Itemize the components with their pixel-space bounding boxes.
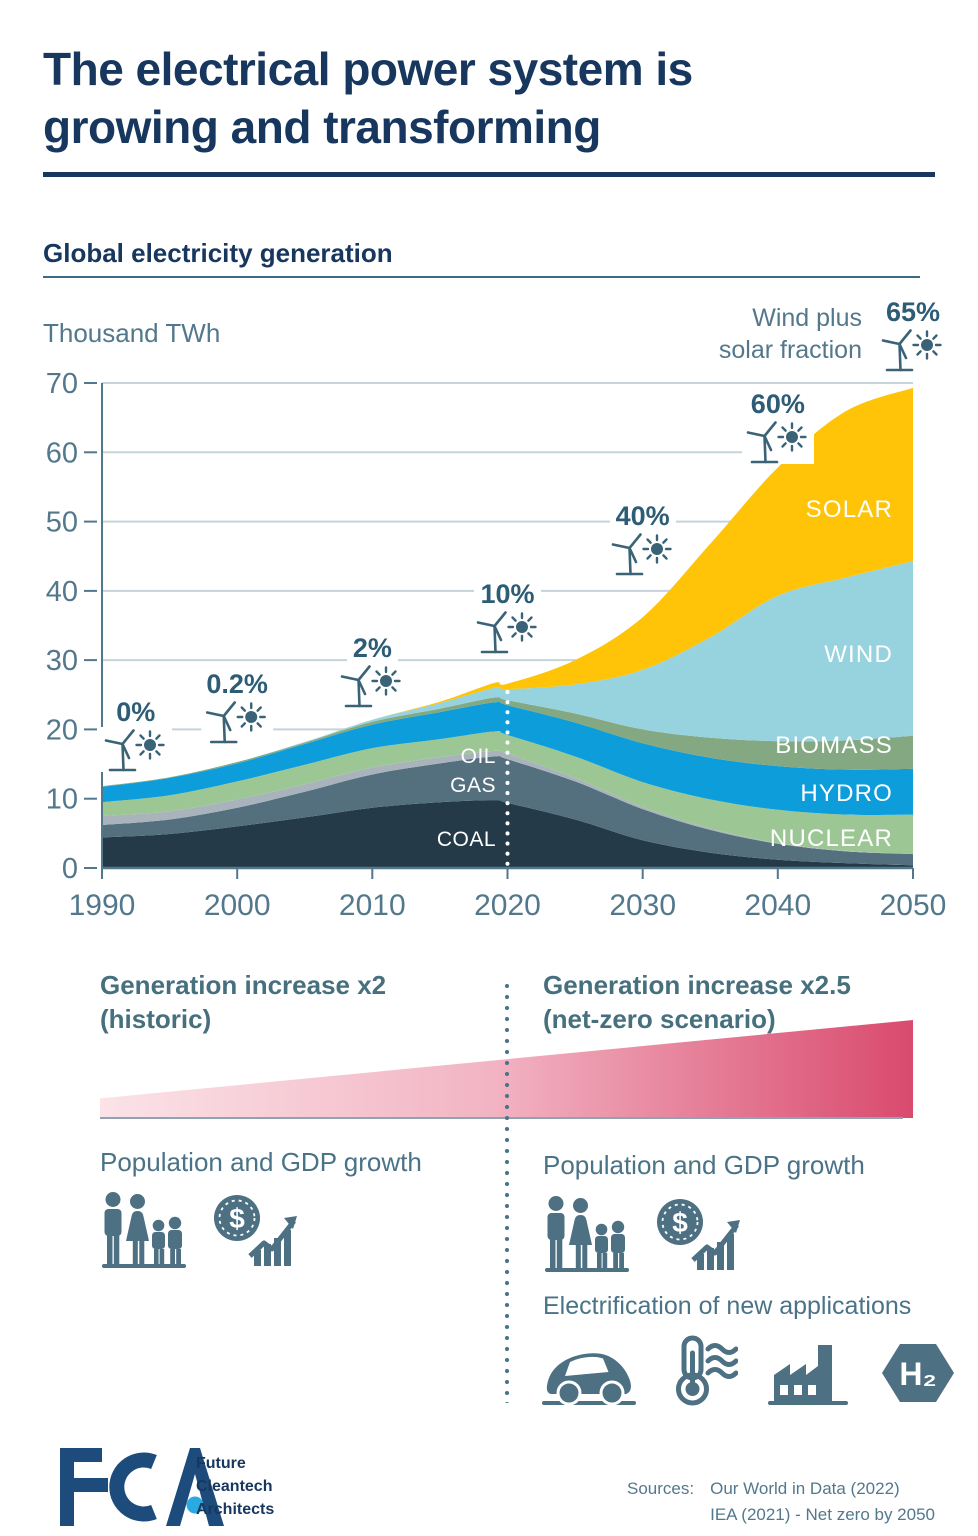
wind-turbine-sun-icon — [341, 665, 402, 708]
electrification-label: Electrification of new applications — [543, 1292, 912, 1320]
sources-label: Sources: — [627, 1479, 695, 1498]
fca-logo-dot — [186, 1496, 204, 1514]
svg-text:H₂: H₂ — [899, 1356, 936, 1392]
x-tick-label: 2040 — [744, 889, 811, 922]
fca-logo — [60, 1448, 224, 1526]
area-solar — [102, 387, 913, 787]
area-nuclear — [102, 731, 913, 855]
y-axis-unit-label: Thousand TWh — [43, 318, 221, 348]
netzero-growth-title: Generation increase x2.5 (net-zero scena… — [543, 970, 851, 1034]
fuel-label-gas: GAS — [450, 774, 496, 797]
factory-icon — [764, 1335, 852, 1414]
wind-solar-annotation-0.2%: 0.2% — [200, 668, 274, 744]
wind-solar-annotation-0%: 0% — [99, 697, 172, 773]
x-tick-label: 2030 — [609, 889, 676, 922]
fuel-label-coal: COAL — [436, 828, 496, 851]
title-divider — [43, 172, 935, 177]
fuel-label-oil: OIL — [460, 745, 496, 768]
band-label-nuclear: NUCLEAR — [769, 825, 893, 852]
wind-turbine-sun-icon — [476, 611, 537, 654]
band-label-wind: WIND — [824, 641, 893, 668]
wind-turbine-sun-icon — [746, 420, 807, 464]
netzero-drivers-label: Population and GDP growth — [543, 1150, 865, 1180]
chart-overlay: SOLAR WIND BIOMASS HYDRO NUCLEAR OIL GAS COAL 0%… — [99, 297, 949, 852]
x-tick-label: 2050 — [880, 889, 947, 922]
svg-text:$: $ — [672, 1207, 688, 1238]
wind-solar-annotation-40%: 40% — [606, 501, 679, 577]
page-title-line1: The electrical power system is — [43, 43, 693, 95]
y-tick-label: 40 — [46, 576, 78, 608]
electric-car-icon — [540, 1335, 640, 1414]
area-hydro — [102, 701, 913, 815]
sources-block: Sources: Our World in Data (2022) IEA (2… — [627, 1476, 935, 1528]
wind-turbine-sun-icon — [881, 329, 942, 372]
chart-section-title: Global electricity generation — [43, 238, 393, 268]
historic-drivers-icons: $ — [100, 1192, 302, 1275]
growth-wedge-baseline — [100, 1117, 903, 1119]
x-tick-label: 1990 — [69, 889, 136, 922]
electrification-icons: H₂ — [540, 1333, 958, 1414]
fca-logo-letter-a — [166, 1448, 224, 1526]
x-tick-label: 2000 — [204, 889, 271, 922]
scenario-dotted-separator — [504, 983, 510, 1403]
historic-drivers-label: Population and GDP growth — [100, 1147, 422, 1177]
wind-turbine-sun-icon — [611, 533, 672, 576]
source-line: IEA (2021) - Net zero by 2050 — [710, 1505, 935, 1524]
y-tick-label: 10 — [46, 784, 78, 816]
band-label-biomass: BIOMASS — [775, 732, 893, 759]
page-title: The electrical power system is growing a… — [43, 40, 943, 156]
wind-solar-annotation-60%: 60% — [741, 388, 814, 464]
wind-turbine-sun-icon — [205, 700, 266, 743]
y-tick-label: 60 — [46, 437, 78, 469]
y-tick-label: 50 — [46, 507, 78, 539]
page-title-line2: growing and transforming — [43, 101, 601, 153]
wind-turbine-sun-icon — [104, 729, 165, 772]
source-line: Our World in Data (2022) — [710, 1479, 900, 1498]
section-divider — [43, 276, 920, 278]
y-tick-label: 70 — [46, 368, 78, 400]
fca-logo-letter-c — [109, 1452, 157, 1522]
gdp-growth-icon: $ — [210, 1192, 302, 1275]
electric-heating-icon — [666, 1333, 739, 1414]
population-family-icon — [543, 1196, 631, 1279]
y-tick-label: 20 — [46, 714, 78, 746]
band-label-solar: SOLAR — [805, 496, 893, 523]
population-family-icon — [100, 1192, 188, 1275]
area-biomass — [102, 697, 913, 787]
historic-growth-title: Generation increase x2 (historic) — [100, 970, 387, 1034]
svg-text:$: $ — [229, 1203, 245, 1234]
fca-logo-letter-f — [60, 1448, 108, 1526]
gdp-growth-icon: $ — [653, 1196, 745, 1279]
hydrogen-icon: H₂ — [878, 1337, 958, 1414]
x-tick-label: 2020 — [474, 889, 541, 922]
wind-solar-annotation-2%: 2% — [336, 633, 409, 709]
y-tick-label: 0 — [62, 853, 78, 885]
area-gas — [102, 755, 913, 866]
wind-solar-annotation-65%: 65% — [877, 297, 949, 373]
wind-solar-fraction-note: Wind plus solar fraction — [718, 304, 862, 364]
x-tick-label: 2010 — [339, 889, 406, 922]
fca-logo-text: Future Cleantech Architects — [196, 1455, 275, 1518]
wind-solar-annotation-10%: 10% — [471, 579, 544, 655]
y-tick-label: 30 — [46, 645, 78, 677]
netzero-drivers-icons: $ — [543, 1196, 745, 1279]
band-label-hydro: HYDRO — [800, 780, 893, 807]
area-wind — [102, 561, 913, 787]
